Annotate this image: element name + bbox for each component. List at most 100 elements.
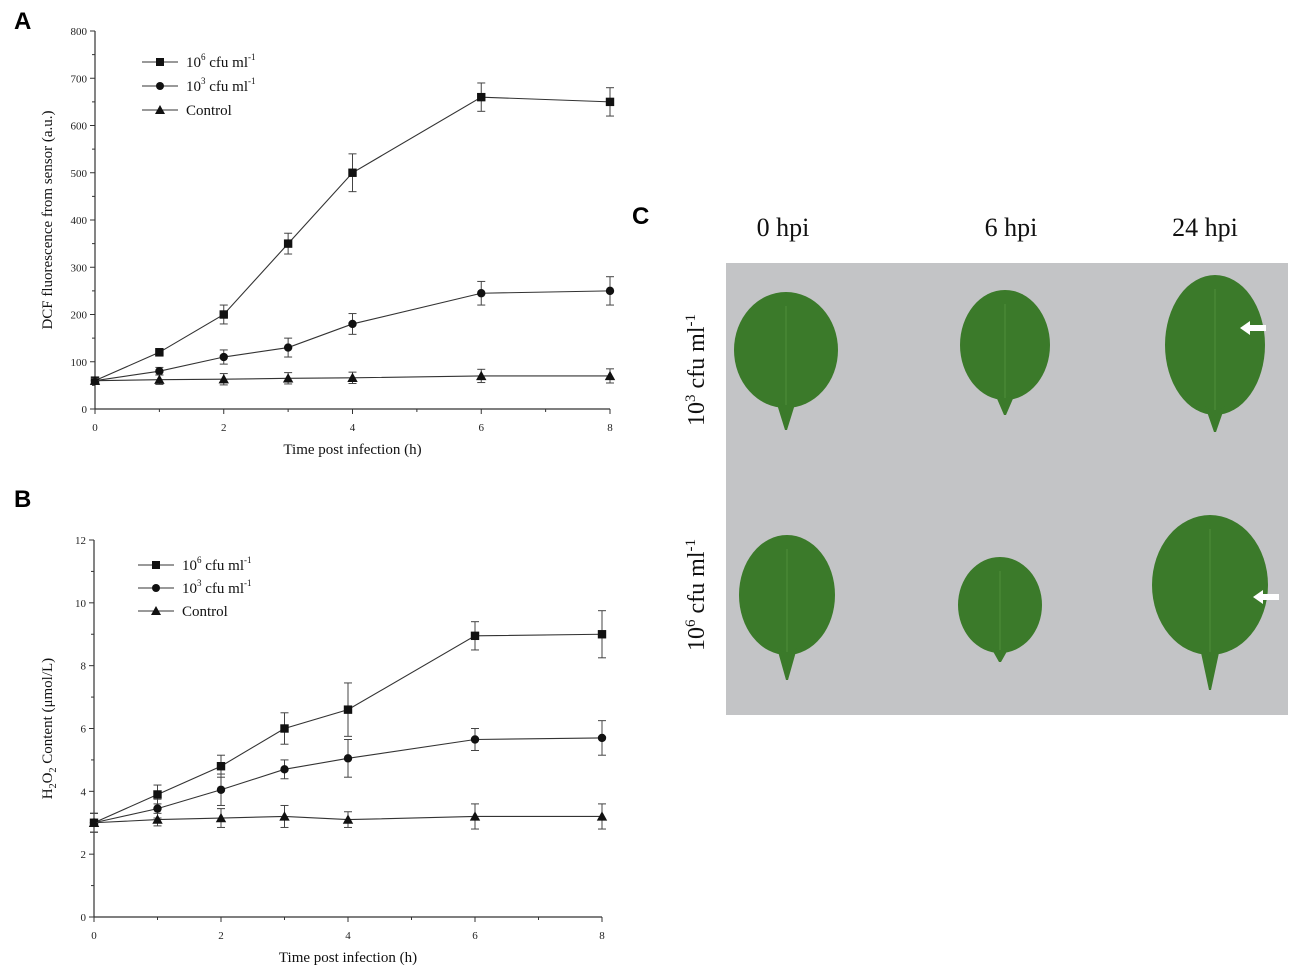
column-header: 6 hpi — [985, 213, 1038, 242]
data-point — [605, 97, 615, 107]
data-point — [470, 735, 480, 744]
leaf-1e3-6hpi — [960, 290, 1050, 415]
data-point — [280, 724, 289, 733]
legend-marker — [152, 561, 160, 569]
data-point — [88, 817, 100, 827]
column-header: 24 hpi — [1172, 213, 1238, 242]
data-point — [347, 372, 358, 383]
column-header: 0 hpi — [757, 213, 810, 242]
legend-label: Control — [186, 103, 232, 119]
data-point — [477, 289, 486, 298]
x-tick-label: 8 — [607, 422, 613, 434]
legend-marker — [155, 105, 165, 114]
y-tick-label: 600 — [71, 121, 88, 133]
series-line — [94, 96, 611, 382]
white-arrow-indicator — [1253, 590, 1279, 604]
data-point — [216, 762, 226, 771]
legend-marker — [156, 82, 164, 90]
data-point — [280, 765, 289, 774]
data-point — [470, 631, 480, 641]
row-label: 103 cfu ml-1 — [683, 314, 710, 426]
leaf-stem — [777, 648, 797, 680]
series-triangle — [88, 803, 608, 833]
data-point — [218, 374, 229, 384]
y-tick-label: 700 — [71, 73, 88, 85]
data-point — [216, 785, 226, 794]
data-point — [219, 310, 228, 319]
data-point — [469, 811, 481, 821]
y-tick-label: 12 — [75, 535, 86, 547]
data-point — [219, 352, 228, 362]
x-tick-label: 6 — [479, 422, 485, 434]
data-point — [283, 239, 293, 248]
data-point — [348, 168, 357, 177]
series-square — [89, 610, 607, 833]
chart-a: 0 100 200 300 400 500 600 700 800 0 2 4 6 8 Time post … — [40, 26, 616, 458]
legend-label: Control — [182, 604, 228, 620]
legend-label: 103 cfu ml-1 — [186, 76, 256, 95]
data-point — [597, 733, 607, 743]
series-line — [94, 290, 611, 382]
y-tick-label: 0 — [82, 404, 88, 416]
data-point — [604, 370, 616, 381]
legend-label: 106 cfu ml-1 — [186, 52, 256, 71]
x-tick-label: 2 — [221, 422, 227, 434]
leaf-1e6-0hpi — [739, 535, 835, 680]
legend-label: 103 cfu ml-1 — [182, 578, 252, 597]
leaf-stem — [776, 401, 796, 430]
legend-label: 106 cfu ml-1 — [182, 555, 252, 574]
y-tick-label: 2 — [81, 849, 87, 861]
y-tick-label: 6 — [81, 724, 87, 736]
series-square — [90, 82, 615, 385]
leaf-stem — [1200, 648, 1220, 690]
data-point — [215, 812, 227, 823]
leaf-1e6-6hpi — [958, 557, 1042, 662]
panel-letter-b: B — [14, 486, 32, 513]
y-tick-label: 400 — [71, 215, 88, 227]
leaf-1e6-24hpi — [1152, 515, 1268, 690]
x-tick-label: 8 — [599, 930, 605, 942]
leaf-stem — [1205, 406, 1225, 432]
data-point — [155, 367, 164, 376]
x-tick-label: 6 — [472, 930, 478, 942]
data-point — [343, 705, 353, 714]
data-point — [342, 814, 354, 824]
x-axis-label: Time post infection (h) — [279, 950, 417, 966]
data-point — [605, 286, 615, 296]
y-tick-label: 100 — [71, 357, 88, 369]
x-tick-label: 0 — [92, 422, 98, 434]
data-point — [154, 374, 165, 384]
data-point — [348, 319, 357, 329]
y-tick-label: 500 — [71, 168, 88, 180]
panel-letter-c: C — [632, 203, 650, 230]
y-tick-label: 300 — [71, 262, 88, 274]
data-point — [476, 370, 487, 381]
row-label: 106 cfu ml-1 — [683, 539, 710, 651]
y-tick-label: 8 — [81, 661, 87, 673]
data-point — [283, 343, 293, 352]
leaf-photo-panel: 0 hpi 6 hpi 24 hpi 103 cfu ml-1 106 cfu ml-1 — [683, 213, 1288, 715]
y-tick-label: 0 — [81, 912, 87, 924]
x-axis-label: Time post infection (h) — [283, 442, 421, 458]
y-tick-label: 200 — [71, 310, 88, 322]
x-tick-label: 4 — [350, 422, 356, 434]
y-tick-label: 800 — [71, 26, 88, 38]
data-point — [153, 804, 162, 813]
leaf-stem — [990, 646, 1010, 662]
y-axis-label: H2O2 Content (μmol/L) — [40, 658, 59, 799]
data-point — [279, 811, 290, 821]
x-tick-label: 0 — [91, 930, 97, 942]
legend-marker — [156, 58, 164, 66]
data-point — [597, 630, 607, 639]
data-point — [282, 373, 294, 383]
leaf-1e3-24hpi — [1165, 275, 1265, 432]
series-triangle — [89, 368, 616, 386]
chart-b: 0 2 4 6 8 10 12 0 2 4 6 8 Time post infection (h) H2O… — [40, 535, 608, 966]
data-point — [152, 814, 163, 824]
y-tick-label: 10 — [75, 598, 87, 610]
legend-marker — [152, 584, 160, 592]
panel-letter-a: A — [14, 8, 32, 35]
data-point — [155, 348, 164, 357]
y-tick-label: 4 — [81, 786, 87, 798]
x-tick-label: 4 — [345, 930, 351, 942]
